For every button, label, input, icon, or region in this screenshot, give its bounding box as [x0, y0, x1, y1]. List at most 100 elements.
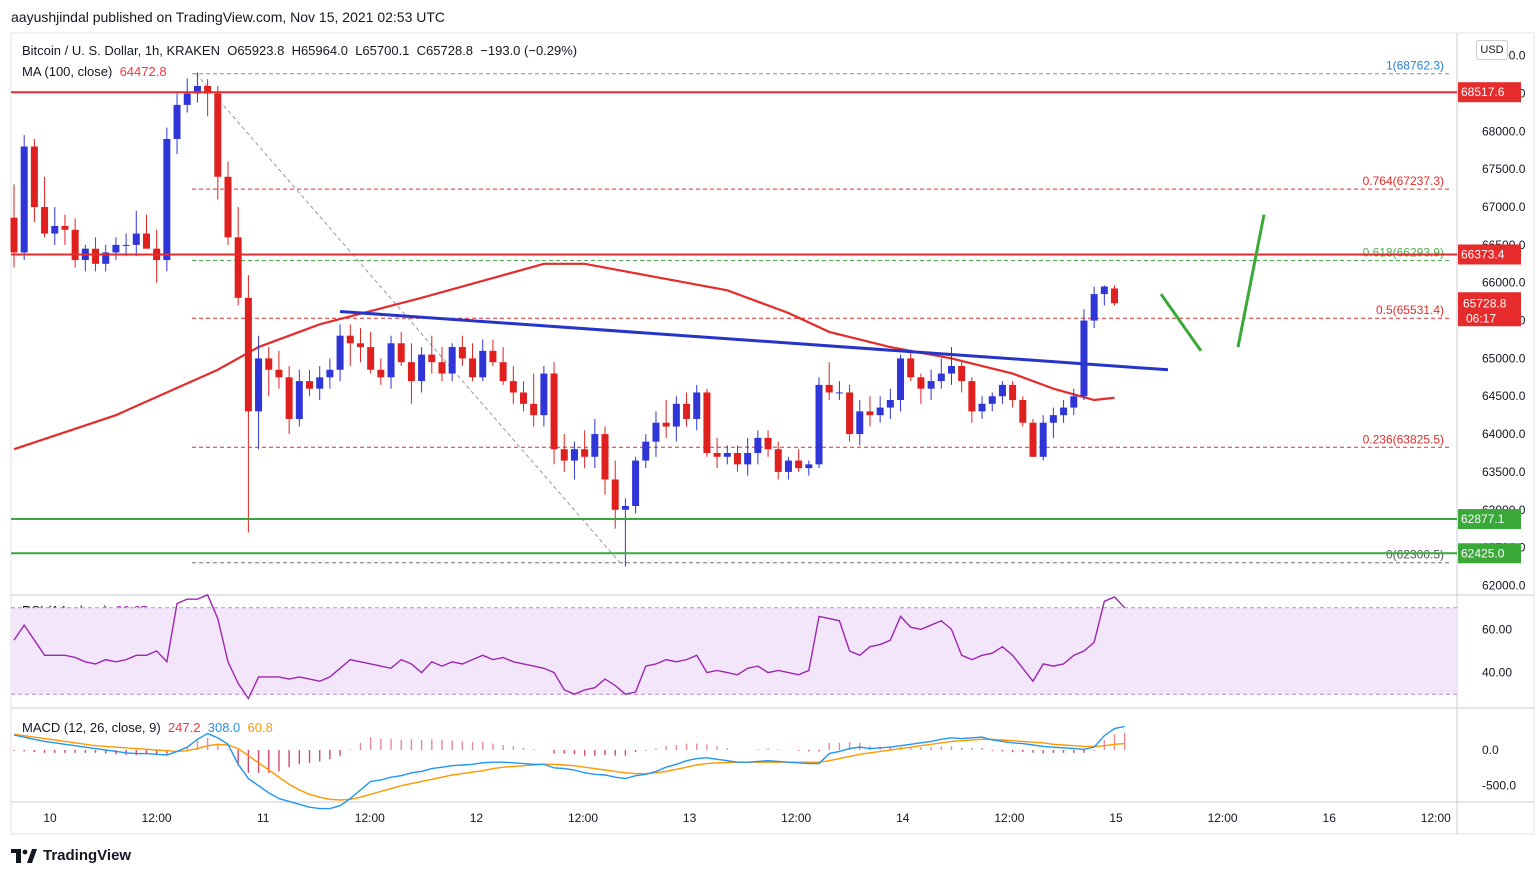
tradingview-brand: TradingView — [43, 847, 132, 864]
candle-body — [1080, 320, 1088, 397]
open-value: 65923.8 — [237, 43, 285, 58]
candle-body — [917, 377, 925, 389]
candle-body — [570, 449, 578, 461]
candle-body — [448, 347, 456, 374]
candle-body — [418, 354, 426, 382]
tradingview-logo-icon — [11, 848, 37, 863]
change-value: −193.0 (−0.29%) — [480, 43, 578, 58]
candle-body — [234, 237, 242, 298]
candle-body — [815, 384, 823, 465]
last-price-tag — [1458, 292, 1521, 327]
x-tick-label: 13 — [683, 811, 697, 825]
last-price-countdown: 06:17 — [1466, 311, 1496, 325]
candle-body — [591, 434, 599, 457]
candle-body — [632, 460, 640, 506]
candle-body — [876, 407, 884, 416]
candle-body — [224, 176, 232, 238]
resistance-price-label: 68517.6 — [1461, 85, 1505, 99]
fib-trend-line — [195, 73, 621, 564]
candle-body — [805, 464, 813, 469]
x-tick-label: 14 — [896, 811, 910, 825]
rsi-tick-label: 60.00 — [1482, 622, 1512, 636]
candle-body — [998, 384, 1006, 397]
x-tick-label: 12:00 — [355, 811, 385, 825]
candle-body — [428, 354, 436, 363]
candle-body — [560, 449, 568, 461]
published-header: aayushjindal published on TradingView.co… — [11, 9, 446, 25]
candle-body — [255, 358, 263, 412]
candle-body — [550, 373, 558, 450]
macd-legend[interactable]: MACD (12, 26, close, 9) 247.2 308.0 60.8 — [22, 720, 273, 735]
candle-body — [183, 93, 191, 105]
candle-body — [30, 146, 38, 208]
candle-body — [479, 350, 487, 378]
fib-level-label: 0.618(66293.9) — [1363, 245, 1444, 259]
fib-level-label: 0(62300.5) — [1386, 548, 1444, 562]
y-tick-label: 68000.0 — [1482, 124, 1526, 138]
candle-body — [835, 392, 843, 394]
candle-body — [122, 244, 130, 246]
candle-body — [672, 403, 680, 427]
support-price-label: 62877.1 — [1461, 512, 1505, 526]
x-tick-label: 10 — [43, 811, 57, 825]
candle-body — [163, 138, 171, 261]
candle-body — [958, 365, 966, 382]
support-price-tag — [1458, 509, 1521, 530]
candle-body — [703, 392, 711, 453]
candle-body — [1049, 415, 1057, 423]
candle-body — [621, 505, 629, 510]
tradingview-logo[interactable]: TradingView — [11, 847, 131, 864]
currency-button[interactable]: USD — [1476, 40, 1508, 60]
candle-body — [438, 362, 446, 374]
candle-body — [897, 358, 905, 401]
candle-body — [1060, 407, 1068, 416]
y-tick-label: 65000.0 — [1482, 351, 1526, 365]
candle-body — [856, 411, 864, 435]
candle-body — [1019, 400, 1027, 423]
candle-body — [387, 343, 395, 378]
candle-body — [132, 233, 140, 245]
candle-body — [489, 350, 497, 363]
candle-body — [469, 358, 477, 378]
candle-body — [947, 365, 955, 374]
candle-body — [581, 449, 589, 457]
high-value: 65964.0 — [300, 43, 348, 58]
x-tick-label: 16 — [1323, 811, 1337, 825]
candle-body — [723, 453, 731, 457]
candle-body — [540, 373, 548, 416]
candle-body — [1009, 384, 1017, 401]
candle-body — [1070, 396, 1078, 408]
y-tick-label: 64500.0 — [1482, 389, 1526, 403]
ma100-line — [13, 262, 1115, 451]
candle-body — [377, 369, 385, 378]
candle-body — [784, 460, 792, 472]
candle-body — [693, 392, 701, 419]
trend-line — [339, 309, 1169, 372]
macd-line-value: 308.0 — [207, 720, 241, 735]
candle-body — [1100, 286, 1108, 295]
ma-value: 64472.8 — [119, 64, 167, 79]
projection-down-line — [1159, 293, 1203, 352]
candle-body — [356, 343, 364, 348]
candle-body — [825, 384, 833, 393]
fib-level-label: 0.764(67237.3) — [1363, 174, 1444, 188]
candle-body — [642, 441, 650, 461]
ma-legend[interactable]: MA (100, close) 64472.8 — [22, 64, 167, 79]
candle-body — [713, 453, 721, 457]
candle-body — [846, 392, 854, 435]
resistance-price-tag — [1458, 244, 1521, 265]
low-value: 65700.1 — [362, 43, 410, 58]
candle-body — [41, 207, 49, 234]
y-tick-label: 64000.0 — [1482, 427, 1526, 441]
candle-body — [1090, 294, 1098, 321]
candle-body — [683, 403, 691, 419]
candle-body — [112, 244, 120, 253]
candle-body — [978, 403, 986, 412]
symbol-name[interactable]: Bitcoin / U. S. Dollar, 1h, KRAKEN — [22, 43, 220, 58]
candle-body — [367, 347, 375, 370]
candle-body — [509, 381, 517, 393]
macd-tick-label: 0.0 — [1482, 743, 1499, 757]
candle-body — [214, 93, 222, 177]
close-value: 65728.8 — [426, 43, 474, 58]
